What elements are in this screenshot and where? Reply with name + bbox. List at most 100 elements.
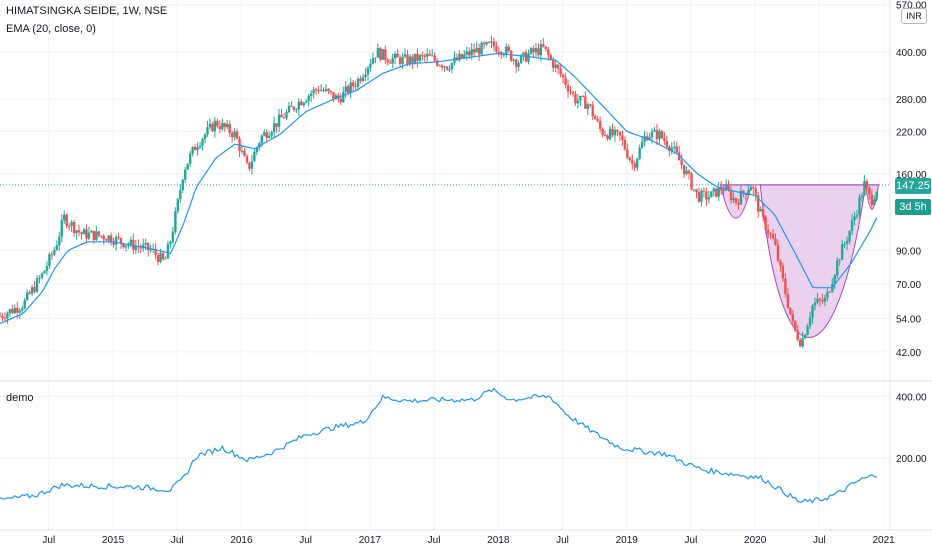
candle-body xyxy=(351,82,355,87)
candle-body xyxy=(680,160,683,166)
candle-body xyxy=(586,104,590,109)
candle-body xyxy=(507,46,510,51)
candle-body xyxy=(327,88,330,92)
candle-body xyxy=(38,277,41,279)
time-tick-label: Jul xyxy=(171,535,184,546)
demo-title[interactable]: demo xyxy=(6,392,34,404)
candle-body xyxy=(6,313,9,319)
candle-body xyxy=(398,57,402,65)
price-tick-label: 280.00 xyxy=(896,95,927,106)
candle-body xyxy=(226,124,229,128)
candle-body xyxy=(440,65,444,68)
currency-button[interactable]: INR xyxy=(901,8,927,24)
candle-body xyxy=(710,191,713,198)
price-tick-label: 90.00 xyxy=(896,246,921,257)
candle-body xyxy=(569,91,572,93)
candle-body xyxy=(700,190,703,202)
candle-body xyxy=(460,53,464,58)
candle-body xyxy=(806,325,809,335)
candle-body xyxy=(268,135,271,138)
candle-body xyxy=(339,98,343,103)
candle-body xyxy=(112,242,115,245)
candle-body xyxy=(665,140,669,147)
symbol-title[interactable]: HIMATSINGKA SEIDE, 1W, NSE xyxy=(6,5,168,17)
candle-body xyxy=(376,48,380,58)
time-tick-label: Jul xyxy=(42,535,55,546)
candle-body xyxy=(527,53,530,62)
candle-body xyxy=(682,165,686,175)
candle-body xyxy=(608,128,612,140)
candle-body xyxy=(364,74,367,78)
candle-body xyxy=(744,193,748,195)
candle-body xyxy=(798,339,802,347)
candle-body xyxy=(779,260,782,266)
candle-body xyxy=(302,102,305,106)
candle-body xyxy=(48,254,51,267)
candle-body xyxy=(154,248,157,255)
candle-body xyxy=(369,63,372,68)
candle-body xyxy=(786,294,790,308)
candle-body xyxy=(863,181,866,196)
candle-body xyxy=(250,161,254,169)
candle-body xyxy=(485,42,488,45)
candle-body xyxy=(149,249,152,251)
candle-body xyxy=(465,51,468,55)
candle-body xyxy=(317,89,320,91)
candle-body xyxy=(206,127,209,135)
candle-body xyxy=(594,116,597,120)
candle-body xyxy=(695,189,698,193)
candle-body xyxy=(235,131,239,139)
candle-body xyxy=(379,48,382,60)
candle-body xyxy=(552,58,555,68)
time-tick-label: 2020 xyxy=(744,535,767,546)
candle-body xyxy=(95,231,98,241)
candle-body xyxy=(860,195,864,198)
pattern-cup[interactable] xyxy=(759,184,867,338)
price-tick-label: 160.00 xyxy=(896,170,927,181)
candle-body xyxy=(653,129,656,132)
candle-body xyxy=(737,202,740,205)
candle-body xyxy=(0,315,2,317)
candle-body xyxy=(505,46,508,55)
candle-body xyxy=(396,53,399,58)
price-tick-label: 220.00 xyxy=(896,127,927,138)
candle-body xyxy=(796,330,799,340)
candle-body xyxy=(554,64,557,68)
time-tick-label: 2015 xyxy=(102,535,125,546)
candle-body xyxy=(603,135,607,137)
candle-body xyxy=(828,291,832,293)
ema-title[interactable]: EMA (20, close, 0) xyxy=(6,23,96,35)
candle-body xyxy=(347,86,350,93)
candle-body xyxy=(566,85,570,92)
candle-body xyxy=(843,243,846,245)
candle-body xyxy=(673,146,676,148)
candle-body xyxy=(104,239,108,241)
candle-body xyxy=(781,265,785,279)
candle-body xyxy=(253,151,256,162)
candle-body xyxy=(581,95,585,97)
candle-body xyxy=(517,63,520,67)
candle-body xyxy=(97,231,100,236)
candle-body xyxy=(221,123,224,130)
candle-body xyxy=(677,152,681,161)
candle-body xyxy=(8,309,12,314)
candle-body xyxy=(21,308,24,311)
candle-body xyxy=(428,53,431,56)
candle-body xyxy=(490,41,493,43)
legend-symbol: HIMATSINGKA SEIDE, 1W, NSE xyxy=(6,5,167,17)
candle-body xyxy=(1,316,4,318)
price-tick-label: 70.00 xyxy=(896,280,921,291)
candle-body xyxy=(119,237,123,244)
candle-body xyxy=(564,77,567,86)
demo-line xyxy=(0,387,877,504)
candle-body xyxy=(813,302,817,306)
candle-body xyxy=(18,310,21,313)
candle-body xyxy=(690,173,693,190)
candle-body xyxy=(307,95,310,102)
candle-body xyxy=(142,244,145,249)
candle-body xyxy=(623,139,627,150)
candle-body xyxy=(477,47,481,55)
candle-body xyxy=(295,109,298,111)
